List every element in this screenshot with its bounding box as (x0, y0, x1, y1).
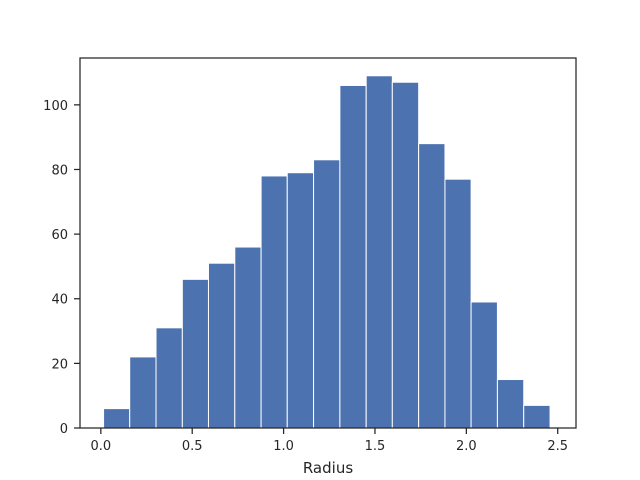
histogram-bar (260, 175, 288, 429)
x-tick-label: 0.0 (90, 439, 111, 454)
histogram-bar (103, 408, 131, 429)
x-tick-label: 2.0 (456, 439, 477, 454)
histogram-bar (339, 84, 367, 429)
bars-group (103, 75, 551, 429)
x-axis-label: Radius (303, 459, 353, 477)
y-tick-label: 40 (51, 293, 68, 308)
histogram-bar (391, 81, 420, 429)
histogram-bar (129, 356, 157, 429)
x-tick-label: 1.0 (273, 439, 294, 454)
histogram-bar (418, 143, 446, 429)
plot-frame (79, 57, 577, 429)
y-tick-label: 0 (60, 422, 68, 437)
histogram-bar (181, 278, 209, 429)
x-tick-label: 2.5 (547, 439, 568, 454)
y-tick-label: 60 (51, 228, 68, 243)
x-tick-label: 0.5 (182, 439, 203, 454)
histogram-bar (496, 379, 525, 429)
y-axis: 0 20 40 60 80 100 (43, 99, 80, 437)
histogram-bar (313, 159, 341, 429)
histogram-bar (470, 301, 498, 429)
histogram-bar (234, 246, 262, 429)
y-tick-label: 100 (43, 99, 68, 114)
histogram-bar (523, 404, 551, 429)
x-axis: 0.0 0.5 1.0 1.5 2.0 2.5 (90, 428, 568, 454)
histogram-bar (365, 75, 393, 429)
x-tick-label: 1.5 (365, 439, 386, 454)
histogram-bar (444, 178, 472, 429)
y-tick-label: 80 (51, 163, 68, 178)
histogram-bar (286, 172, 315, 429)
histogram-bar (155, 327, 183, 429)
histogram-bar (207, 262, 236, 429)
y-tick-label: 20 (51, 357, 68, 372)
